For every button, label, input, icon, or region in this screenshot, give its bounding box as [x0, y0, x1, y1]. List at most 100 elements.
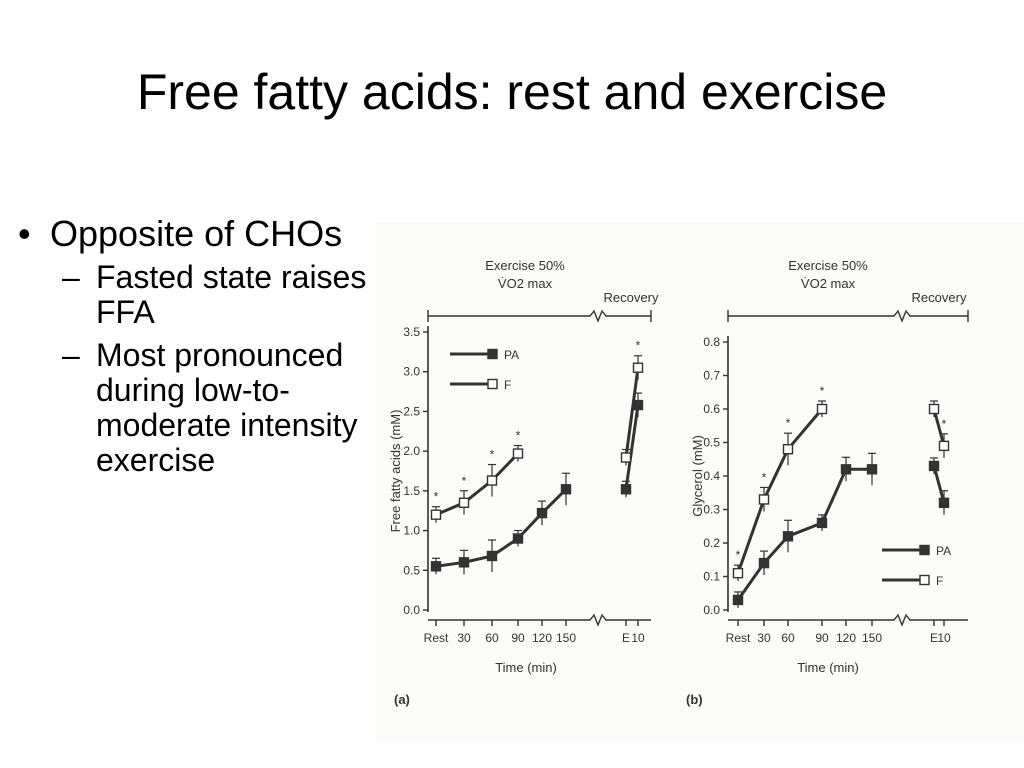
x-tick-label: 60 [485, 631, 499, 645]
data-point-PA [560, 484, 572, 495]
significance-marker: * [516, 429, 521, 443]
bullet-item: • Opposite of CHOs [18, 214, 368, 254]
data-point-F [938, 440, 950, 452]
sub-bullet-text: Fasted state raises FFA [96, 259, 367, 330]
x-tick-label: 30 [757, 631, 771, 645]
header-recovery-label: Recovery [912, 290, 967, 305]
x-axis [728, 613, 968, 627]
data-point-PA [758, 557, 770, 569]
x-tick-label: Rest [424, 631, 449, 645]
legend-label: PA [936, 544, 951, 558]
header-exercise-label: Exercise 50% [485, 258, 565, 273]
data-point-PA [458, 557, 470, 568]
legend-marker [919, 574, 930, 586]
chart-figure: Exercise 50% V̇O2 max Recovery 0.0 0.5 1.0 1.5… [388, 258, 969, 707]
y-tick-label: 1.0 [403, 524, 420, 538]
bullet-list: • Opposite of CHOs – Fasted state raises… [18, 214, 368, 486]
x-tick-label: 150 [556, 631, 576, 645]
legend-marker [919, 544, 930, 556]
y-tick-label: 0.8 [703, 335, 720, 349]
y-tick-label: 0.0 [403, 603, 420, 617]
header-recovery-label: Recovery [604, 290, 659, 305]
significance-marker: * [462, 474, 467, 488]
significance-marker: * [434, 490, 439, 504]
header-vo2max-label: V̇O2 max [498, 276, 553, 291]
significance-marker: * [762, 470, 767, 484]
slide-title: Free fatty acids: rest and exercise [136, 64, 888, 120]
y-axis-label: Glycerol (mM) [690, 435, 705, 517]
y-tick-label: 0.6 [703, 402, 720, 416]
data-point-PA [928, 460, 940, 472]
series-line-F [435, 452, 520, 517]
y-tick-label: 0.0 [703, 603, 720, 617]
x-axis-label: Time (min) [797, 660, 859, 675]
panel-label: (a) [394, 692, 410, 707]
header-exercise-label: Exercise 50% [788, 258, 868, 273]
data-point-PA [536, 507, 548, 519]
x-tick-label: 60 [781, 631, 795, 645]
data-point-PA [840, 464, 852, 475]
y-tick-label: 0.3 [703, 503, 720, 517]
data-point-F [928, 403, 940, 415]
x-tick-label: 90 [815, 631, 829, 645]
significance-marker: * [820, 384, 825, 398]
legend-label: F [504, 378, 511, 392]
series-line-PA [435, 488, 568, 568]
y-tick-label: 1.5 [403, 484, 420, 498]
data-point-F [816, 403, 828, 415]
x-tick-label: 30 [457, 631, 471, 645]
dash-icon: – [62, 259, 80, 295]
significance-marker: * [786, 416, 791, 430]
x-tick-label: 120 [836, 631, 856, 645]
bullet-text: Opposite of CHOs [50, 213, 343, 254]
x-tick-label: 90 [511, 631, 525, 645]
data-point-PA [620, 484, 632, 495]
sub-bullet-text: Most pronounced during low-to-moderate i… [96, 337, 358, 478]
x-tick-label: 10 [937, 631, 951, 645]
y-tick-label: 3.0 [403, 365, 420, 379]
header-bracket [728, 309, 968, 323]
x-tick-label: 120 [532, 631, 552, 645]
data-point-PA [938, 497, 950, 508]
legend-marker [487, 378, 498, 390]
significance-marker: * [942, 417, 947, 431]
series-line-PA [736, 467, 872, 601]
x-tick-label: 10 [631, 631, 645, 645]
legend-label: PA [504, 348, 519, 362]
header-vo2max-label: V̇O2 max [801, 276, 856, 291]
panel-label: (b) [686, 692, 703, 707]
data-point-F [512, 448, 524, 459]
series-line-F [932, 408, 946, 447]
x-axis [428, 613, 651, 627]
header-bracket [428, 309, 651, 323]
y-axis-label: Free fatty acids (mM) [388, 410, 403, 533]
series-line-F [736, 408, 824, 574]
data-point-F [620, 452, 632, 463]
y-tick-label: 3.5 [403, 325, 420, 339]
significance-marker: * [490, 448, 495, 462]
data-point-F [782, 443, 794, 455]
data-point-PA [486, 550, 498, 562]
data-point-PA [866, 464, 878, 475]
data-point-PA [816, 517, 828, 529]
x-tick-label: 150 [862, 631, 882, 645]
y-tick-label: 0.7 [703, 369, 720, 383]
data-point-PA [512, 533, 524, 544]
significance-marker: * [736, 548, 741, 562]
y-tick-label: 0.5 [703, 436, 720, 450]
data-point-F [732, 567, 744, 579]
y-tick-label: 2.0 [403, 444, 420, 458]
significance-marker: * [636, 339, 641, 353]
y-tick-label: 2.5 [403, 404, 420, 418]
figure: Exercise 50% V̇O2 max Recovery 0.0 0.5 1.0 1.5… [376, 222, 1024, 742]
sub-bullet-item: – Most pronounced during low-to-moderate… [18, 338, 368, 478]
x-tick-label: Rest [726, 631, 751, 645]
data-point-F [486, 475, 498, 486]
y-tick-label: 0.4 [703, 469, 720, 483]
x-tick-label: E [930, 631, 938, 645]
y-tick-label: 0.1 [703, 570, 720, 584]
data-point-F [758, 494, 770, 505]
bullet-dot-icon: • [18, 213, 31, 254]
data-point-F [430, 509, 442, 520]
legend-marker [487, 348, 498, 360]
